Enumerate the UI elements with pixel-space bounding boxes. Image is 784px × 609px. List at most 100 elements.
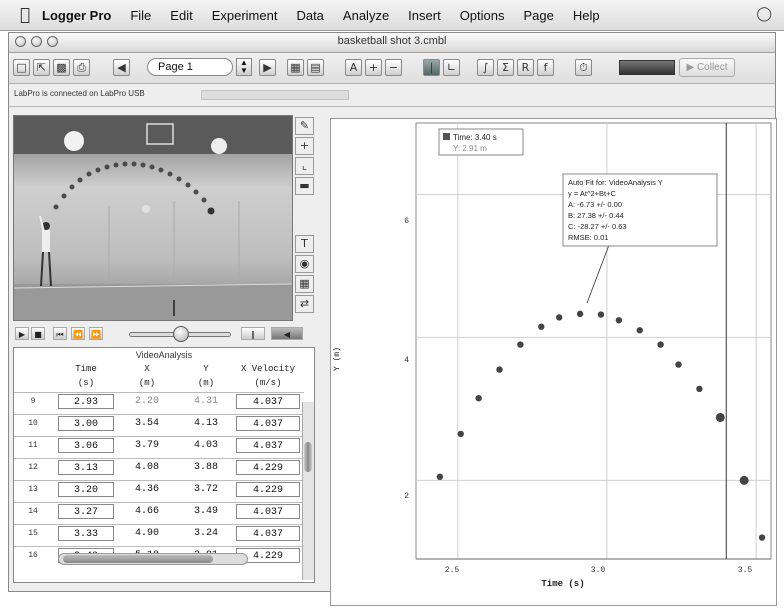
x-velocity-cell[interactable]: 4.037 — [236, 394, 300, 409]
y-cell[interactable]: 3.49 — [193, 506, 218, 517]
table-vertical-scrollbar[interactable] — [302, 402, 314, 580]
stop-icon[interactable]: ■ — [31, 327, 45, 340]
trail-icon[interactable]: ◉ — [295, 255, 314, 273]
x-cell[interactable]: 3.54 — [134, 418, 159, 429]
step-back-icon[interactable]: ⏪ — [71, 327, 85, 340]
x-velocity-cell[interactable]: 4.037 — [236, 438, 300, 453]
set-origin-icon[interactable]: ⌞ — [295, 157, 314, 175]
time-cell[interactable]: 3.06 — [58, 438, 114, 453]
menu-help[interactable]: Help — [572, 7, 600, 23]
graph-options-icon[interactable]: ▤ — [307, 59, 324, 76]
table-row[interactable]: 9 2.93 2.20 4.31 4.037 — [14, 392, 304, 410]
go-to-start-icon[interactable]: ⏮ — [53, 327, 67, 340]
y-axis-label[interactable]: Y (m) — [333, 347, 342, 371]
text-tool-icon[interactable]: T — [295, 235, 314, 253]
column-header-time[interactable]: Time — [75, 364, 97, 374]
video-scrubber-knob[interactable] — [173, 326, 189, 342]
integral-icon[interactable]: ∫ — [477, 59, 494, 76]
horizontal-scroll-thumb[interactable] — [63, 555, 213, 563]
status-tray-icon[interactable]: ◯ — [756, 6, 772, 22]
table-row[interactable]: 12 3.13 4.08 3.88 4.229 — [14, 458, 304, 476]
menu-file[interactable]: File — [130, 7, 152, 23]
new-file-icon[interactable]: □ — [13, 59, 30, 76]
volume-icon[interactable]: ◀ — [271, 327, 303, 340]
set-scale-icon[interactable]: ▬ — [295, 177, 314, 195]
play-icon[interactable]: ▶ — [15, 327, 29, 340]
print-icon[interactable]: ⎙ — [73, 59, 90, 76]
table-scroll-thumb[interactable] — [304, 442, 312, 472]
time-cell[interactable]: 3.33 — [58, 526, 114, 541]
column-header-x-velocity[interactable]: X Velocity — [240, 364, 295, 374]
x-velocity-cell[interactable]: 4.037 — [236, 526, 300, 541]
x-cell[interactable]: 4.36 — [134, 484, 159, 495]
menu-data[interactable]: Data — [296, 7, 324, 23]
time-cell[interactable]: 3.27 — [58, 504, 114, 519]
next-page-icon[interactable]: ▶ — [259, 59, 276, 76]
time-cell[interactable]: 3.20 — [58, 482, 114, 497]
page-select[interactable]: Page 1 ▲ ▼ — [147, 58, 252, 76]
x-cell[interactable]: 2.20 — [134, 396, 159, 407]
table-row[interactable]: 13 3.20 4.36 3.72 4.229 — [14, 480, 304, 498]
save-icon[interactable]: ▩ — [53, 59, 70, 76]
curve-fit-icon[interactable]: f — [537, 59, 554, 76]
graph-legend[interactable]: Time: 3.40 s Y: 2.91 m — [438, 128, 524, 156]
time-cell[interactable]: 2.93 — [58, 394, 114, 409]
menu-insert[interactable]: Insert — [408, 7, 441, 23]
photo-distance-icon[interactable]: ▦ — [295, 275, 314, 293]
column-header-y[interactable]: Y — [203, 364, 209, 374]
x-axis-label[interactable]: Time (s) — [541, 579, 584, 589]
pencil-icon[interactable]: ✎ — [295, 117, 314, 135]
sync-icon[interactable]: ⇄ — [295, 295, 314, 313]
previous-page-icon[interactable]: ◀ — [113, 59, 130, 76]
step-forward-icon[interactable]: ⏩ — [89, 327, 103, 340]
table-row[interactable]: 14 3.27 4.66 3.49 4.037 — [14, 502, 304, 520]
y-cell[interactable]: 3.72 — [193, 484, 218, 495]
collect-button[interactable]: ▶ Collect — [679, 58, 735, 77]
crosshair-icon[interactable]: + — [295, 137, 314, 155]
page-select-arrows-icon[interactable]: ▲ ▼ — [236, 58, 252, 76]
zoom-out-icon[interactable]: − — [385, 59, 402, 76]
menu-page[interactable]: Page — [523, 7, 554, 23]
curve-fit-box[interactable]: Auto Fit for: VideoAnalysis Y y = At^2+B… — [562, 173, 718, 304]
menu-experiment[interactable]: Experiment — [211, 7, 278, 23]
video-frame[interactable] — [13, 115, 293, 321]
examine-icon[interactable]: ∣ — [423, 59, 440, 76]
tangent-icon[interactable]: ∟ — [443, 59, 460, 76]
column-header-x[interactable]: X — [144, 364, 150, 374]
linear-fit-icon[interactable]: R — [517, 59, 534, 76]
frame-step-icon[interactable]: ∥ — [241, 327, 265, 340]
menu-analyze[interactable]: Analyze — [342, 7, 390, 23]
table-row[interactable]: 15 3.33 4.90 3.24 4.037 — [14, 524, 304, 542]
x-cell[interactable]: 4.66 — [134, 506, 159, 517]
stopwatch-icon[interactable]: ⏱ — [575, 59, 592, 76]
y-cell[interactable]: 4.13 — [193, 418, 218, 429]
table-view-icon[interactable]: ▦ — [287, 59, 304, 76]
x-velocity-cell[interactable]: 4.037 — [236, 504, 300, 519]
x-velocity-cell[interactable]: 4.229 — [236, 460, 300, 475]
y-cell[interactable]: 4.03 — [193, 440, 218, 451]
x-cell[interactable]: 4.08 — [134, 462, 159, 473]
x-cell[interactable]: 4.90 — [134, 528, 159, 539]
y-cell[interactable]: 3.24 — [193, 528, 218, 539]
statistics-icon[interactable]: Σ — [497, 59, 514, 76]
y-cell[interactable]: 3.88 — [193, 462, 218, 473]
x-velocity-cell[interactable]: 4.229 — [236, 482, 300, 497]
menu-edit[interactable]: Edit — [170, 7, 193, 23]
graph-svg[interactable]: Time: 3.40 s Y: 2.91 m Auto Fit for: Vid… — [331, 119, 776, 605]
minimize-window-button[interactable] — [31, 36, 42, 47]
table-row[interactable]: 11 3.06 3.79 4.03 4.037 — [14, 436, 304, 454]
y-cell[interactable]: 4.31 — [193, 396, 218, 407]
time-cell[interactable]: 3.00 — [58, 416, 114, 431]
close-window-button[interactable] — [15, 36, 26, 47]
apple-menu-icon[interactable]:  — [8, 5, 42, 25]
autoscale-icon[interactable]: A — [345, 59, 362, 76]
zoom-window-button[interactable] — [47, 36, 58, 47]
time-cell[interactable]: 3.13 — [58, 460, 114, 475]
x-cell[interactable]: 3.79 — [134, 440, 159, 451]
zoom-in-icon[interactable]: + — [365, 59, 382, 76]
table-horizontal-scrollbar[interactable] — [58, 553, 248, 565]
open-file-icon[interactable]: ⇱ — [33, 59, 50, 76]
graph-panel[interactable]: Time: 3.40 s Y: 2.91 m Auto Fit for: Vid… — [330, 118, 777, 606]
menu-app[interactable]: Logger Pro — [42, 7, 112, 23]
menu-options[interactable]: Options — [459, 7, 505, 23]
